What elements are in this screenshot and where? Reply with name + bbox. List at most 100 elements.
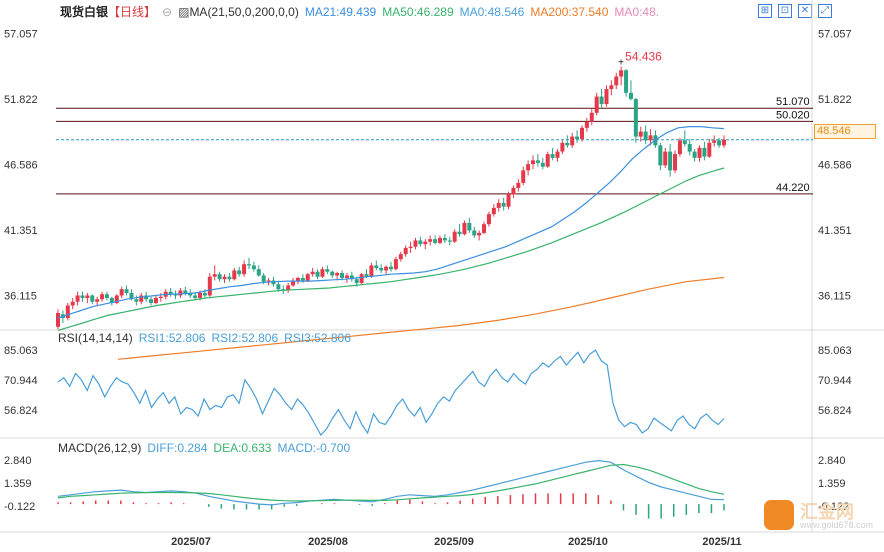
candle-body	[638, 131, 643, 137]
level-label: 51.070	[776, 96, 810, 108]
rsi-legend: RSI(14,14,14) RSI1:52.806 RSI2:52.806 RSI3:…	[58, 331, 351, 345]
candle-body	[119, 289, 124, 296]
candle-body	[428, 239, 433, 242]
candle-body	[330, 271, 335, 276]
candle-body	[447, 240, 452, 242]
legend-bar: 现货白银【日线】 ⊖ ▨MA(21,50,0,200,0,0) MA21:49.439…	[60, 0, 665, 24]
ma0b-value: MA0:48.	[614, 5, 660, 19]
candle-body	[673, 154, 678, 171]
candle-body	[198, 292, 203, 298]
candle-body	[579, 127, 584, 140]
candle-body	[491, 207, 496, 215]
candle-body	[462, 222, 467, 235]
candle-body	[85, 295, 90, 298]
close-icon[interactable]: ✕	[798, 4, 812, 18]
candle-body	[286, 285, 291, 291]
candle-body	[555, 151, 560, 158]
candle-body	[384, 266, 389, 271]
watermark-brand: 汇金网	[800, 502, 854, 522]
diff-value: DIFF:0.284	[147, 441, 208, 455]
candle-body	[202, 292, 207, 296]
candle-body	[212, 274, 217, 277]
peak-marker: +	[618, 58, 624, 69]
candle-body	[100, 294, 105, 300]
candle-body	[56, 312, 60, 327]
candle-body	[717, 140, 722, 146]
candle-body	[261, 275, 266, 282]
candle-body	[550, 154, 555, 158]
candle-body	[251, 265, 256, 270]
candle-body	[413, 240, 418, 247]
split-icon[interactable]: ⊡	[778, 4, 792, 18]
x-axis-label: 2025/09	[434, 536, 474, 548]
candle-body	[291, 280, 296, 286]
candle-body	[139, 295, 144, 302]
candle-body	[560, 142, 565, 152]
candle-body	[501, 202, 506, 207]
price-tick-right: 36.115	[818, 290, 851, 302]
candle-body	[433, 239, 438, 243]
candle-body	[496, 202, 501, 208]
candle-body	[628, 92, 633, 100]
candle-body	[486, 214, 491, 225]
dea-value: DEA:0.633	[213, 441, 272, 455]
candle-body	[349, 275, 354, 280]
price-tick-left: 51.822	[4, 94, 38, 106]
candle-body	[442, 237, 447, 241]
candle-body	[256, 269, 261, 276]
symbol-name: 现货白银	[60, 5, 109, 19]
rsi1-value: RSI1:52.806	[138, 331, 206, 345]
diff-line	[57, 459, 725, 506]
candle-body	[222, 276, 227, 280]
candle-body	[60, 314, 65, 318]
x-axis-label: 2025/11	[702, 536, 741, 548]
candle-body	[697, 147, 702, 158]
candle-body	[295, 277, 300, 281]
rsi-tick-right: 85.063	[818, 345, 852, 357]
candle-body	[163, 291, 168, 297]
candle-body	[281, 289, 286, 291]
candle-body	[144, 295, 149, 300]
candle-body	[305, 274, 310, 281]
rsi-tick-left: 56.824	[4, 405, 38, 417]
candle-body	[467, 222, 472, 231]
candle-body	[545, 154, 550, 167]
candle-body	[511, 187, 516, 195]
price-tick-left: 41.351	[4, 225, 38, 237]
candle-body	[217, 274, 222, 280]
candle-body	[452, 231, 457, 242]
candle-body	[227, 276, 232, 280]
candle-body	[408, 246, 413, 248]
price-tick-left: 46.586	[4, 159, 38, 171]
ma200-value: MA200:37.540	[530, 5, 609, 19]
candle-body	[95, 299, 100, 302]
candle-body	[692, 151, 697, 158]
x-axis-label: 2025/08	[308, 536, 348, 548]
candle-body	[653, 135, 658, 146]
period-label[interactable]: 【日线】	[108, 5, 157, 19]
watermark-url: www.gold678.com	[800, 520, 874, 530]
macd-params: MACD(26,12,9)	[58, 441, 142, 455]
grid-icon[interactable]: ⊞	[758, 4, 772, 18]
candle-body	[594, 96, 599, 113]
candle-body	[619, 70, 624, 77]
rsi3-value: RSI3:52.806	[284, 331, 351, 345]
settings-icon[interactable]: ⊖	[162, 5, 173, 19]
candle-body	[389, 266, 393, 270]
x-axis-label: 2025/07	[171, 536, 211, 548]
macd-tick-left: 2.840	[4, 455, 32, 467]
candle-body	[589, 112, 594, 122]
zoom-icon[interactable]: ⤢	[818, 4, 832, 18]
candle-body	[114, 295, 119, 303]
candle-body	[540, 162, 545, 167]
candle-body	[325, 269, 330, 272]
candle-body	[310, 271, 315, 275]
ma21-line	[57, 125, 725, 319]
candle-body	[521, 170, 526, 183]
rsi-tick-left: 85.063	[4, 345, 38, 357]
candle-body	[668, 151, 673, 171]
candle-body	[663, 151, 668, 166]
candle-body	[531, 160, 536, 165]
candle-body	[65, 305, 70, 318]
